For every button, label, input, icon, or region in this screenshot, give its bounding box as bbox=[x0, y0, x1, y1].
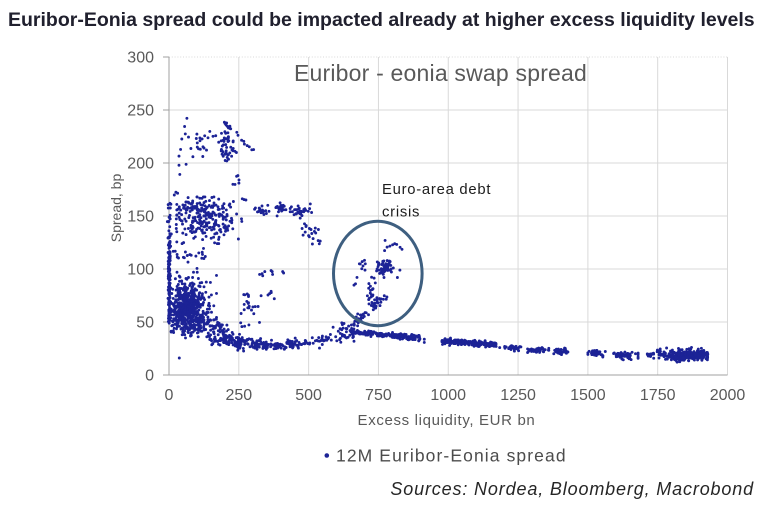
svg-text:Spread, bp: Spread, bp bbox=[108, 174, 124, 243]
svg-text:crisis: crisis bbox=[382, 205, 420, 221]
svg-text:750: 750 bbox=[365, 387, 392, 404]
svg-text:0: 0 bbox=[165, 387, 174, 404]
svg-text:12M Euribor-Eonia spread: 12M Euribor-Eonia spread bbox=[336, 446, 567, 466]
svg-text:1250: 1250 bbox=[500, 387, 536, 404]
svg-text:250: 250 bbox=[127, 103, 154, 120]
svg-text:200: 200 bbox=[127, 156, 154, 173]
svg-text:150: 150 bbox=[127, 209, 154, 226]
svg-text:100: 100 bbox=[127, 262, 154, 279]
svg-text:2000: 2000 bbox=[710, 387, 746, 404]
svg-text:Sources: Nordea, Bloomberg, Ma: Sources: Nordea, Bloomberg, Macrobond bbox=[390, 479, 754, 499]
svg-text:250: 250 bbox=[225, 387, 252, 404]
svg-text:Euribor - eonia swap spread: Euribor - eonia swap spread bbox=[294, 60, 587, 86]
svg-text:1750: 1750 bbox=[640, 387, 676, 404]
svg-text:0: 0 bbox=[145, 368, 154, 385]
svg-text:50: 50 bbox=[136, 315, 154, 332]
svg-text:Excess liquidity, EUR bn: Excess liquidity, EUR bn bbox=[358, 412, 536, 429]
svg-text:Euro-area debt: Euro-area debt bbox=[382, 182, 491, 198]
svg-text:1500: 1500 bbox=[570, 387, 606, 404]
svg-text:1000: 1000 bbox=[430, 387, 466, 404]
svg-text:500: 500 bbox=[295, 387, 322, 404]
svg-text:300: 300 bbox=[127, 50, 154, 67]
